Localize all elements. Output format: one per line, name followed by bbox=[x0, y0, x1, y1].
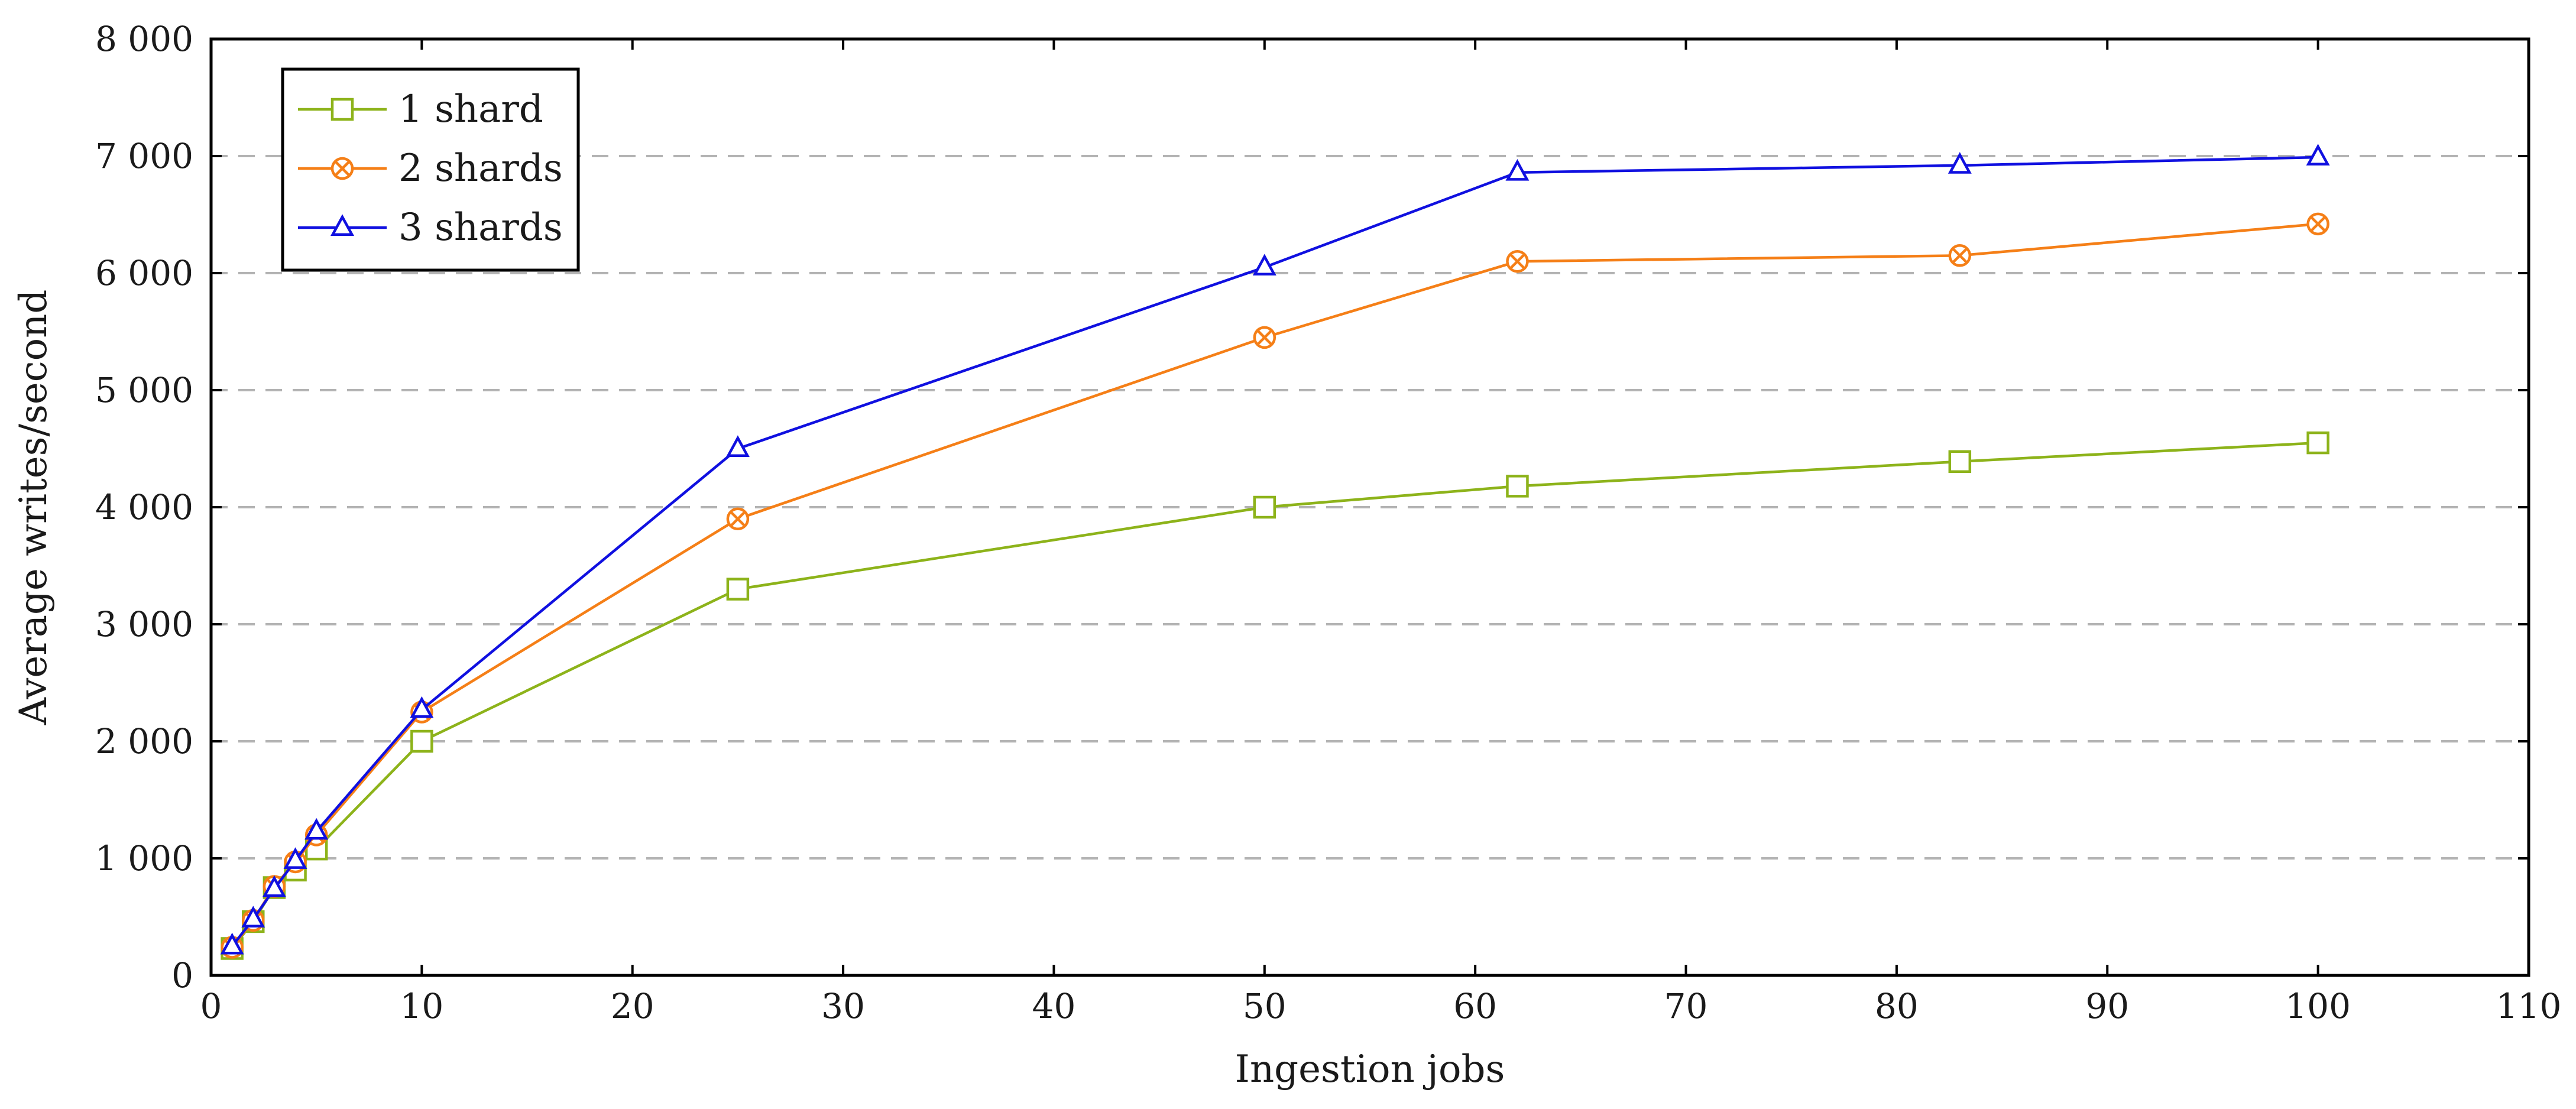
data-point bbox=[1948, 450, 1972, 474]
x-tick-label: 110 bbox=[2496, 986, 2562, 1026]
legend-label: 1 shard bbox=[398, 87, 543, 131]
data-point bbox=[2306, 212, 2329, 236]
legend-label: 3 shards bbox=[398, 206, 563, 249]
series-line bbox=[231, 441, 2318, 949]
data-point bbox=[283, 847, 307, 869]
marker-cross bbox=[334, 160, 351, 177]
y-tick-label: 2 000 bbox=[95, 721, 193, 761]
x-tick-label: 30 bbox=[821, 986, 865, 1026]
y-tick-label: 3 000 bbox=[95, 604, 193, 644]
axis-ticks: 0 10 20 30 40 50 60 70 80 90 100 110 0 1 000 2 000 3 00… bbox=[95, 19, 2561, 1026]
marker-cross bbox=[2310, 216, 2326, 232]
legend-marker bbox=[330, 214, 354, 236]
data-point bbox=[262, 875, 286, 897]
series-line bbox=[231, 155, 2318, 947]
data-point bbox=[2306, 431, 2329, 455]
y-tick-label: 8 000 bbox=[95, 19, 193, 59]
legend-marker bbox=[330, 157, 354, 180]
y-tick-label: 5 000 bbox=[95, 370, 193, 410]
legend-marker bbox=[330, 98, 354, 121]
y-tick-label: 0 bbox=[171, 955, 193, 995]
data-point bbox=[1253, 495, 1276, 519]
marker-cross bbox=[730, 511, 746, 527]
data-point bbox=[1505, 159, 1530, 181]
marker-cross bbox=[1509, 253, 1526, 270]
data-point bbox=[241, 906, 265, 928]
x-axis-title: Ingestion jobs bbox=[1235, 1048, 1505, 1091]
data-point bbox=[304, 818, 329, 840]
x-tick-label: 100 bbox=[2285, 986, 2351, 1026]
y-tick-label: 6 000 bbox=[95, 253, 193, 293]
data-point bbox=[410, 696, 434, 718]
data-point bbox=[725, 435, 750, 457]
data-point bbox=[410, 729, 433, 753]
y-tick-label: 1 000 bbox=[95, 838, 193, 878]
data-point bbox=[2306, 144, 2330, 166]
x-tick-label: 60 bbox=[1453, 986, 1497, 1026]
data-point bbox=[1252, 254, 1276, 276]
legend-entry: 1 shard bbox=[298, 87, 543, 131]
series-layer bbox=[220, 144, 2330, 960]
marker-cross bbox=[1256, 329, 1273, 346]
data-point bbox=[220, 932, 244, 955]
grid-lines bbox=[211, 155, 2529, 860]
legend-entry: 3 shards bbox=[298, 206, 563, 249]
y-axis-title: Average writes/second bbox=[12, 290, 56, 726]
legend-label: 2 shards bbox=[398, 147, 563, 190]
series-1 bbox=[221, 431, 2329, 960]
y-tick-label: 7 000 bbox=[95, 136, 193, 176]
series-2 bbox=[221, 212, 2329, 959]
data-point bbox=[1253, 326, 1276, 349]
data-point bbox=[726, 578, 750, 601]
x-tick-label: 70 bbox=[1664, 986, 1708, 1026]
x-tick-label: 0 bbox=[200, 986, 222, 1026]
x-tick-label: 10 bbox=[400, 986, 443, 1026]
x-tick-label: 20 bbox=[611, 986, 654, 1026]
data-point bbox=[1506, 249, 1529, 273]
data-point bbox=[1948, 152, 1972, 174]
data-point bbox=[726, 507, 750, 531]
x-tick-label: 90 bbox=[2085, 986, 2129, 1026]
legend-entry: 2 shards bbox=[298, 147, 563, 190]
x-tick-label: 80 bbox=[1875, 986, 1919, 1026]
x-tick-label: 50 bbox=[1243, 986, 1287, 1026]
x-tick-label: 40 bbox=[1032, 986, 1076, 1026]
series-3 bbox=[220, 144, 2330, 955]
data-point bbox=[1948, 244, 1972, 267]
legend: 1 shard 2 shards 3 shards bbox=[281, 67, 580, 272]
marker-cross bbox=[1952, 247, 1968, 264]
series-line bbox=[231, 222, 2318, 948]
y-tick-label: 4 000 bbox=[95, 487, 193, 527]
data-point bbox=[1506, 475, 1529, 498]
